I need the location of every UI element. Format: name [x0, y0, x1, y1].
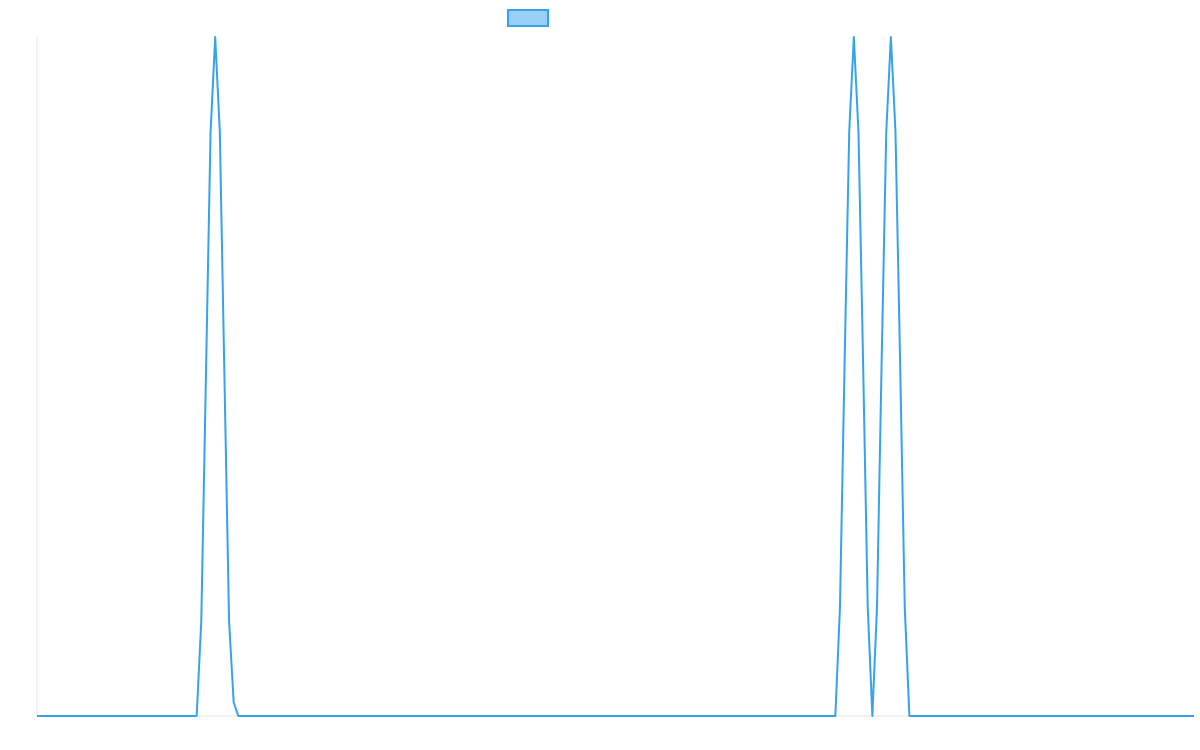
legend-swatch[interactable]	[507, 9, 549, 27]
legend[interactable]	[507, 9, 549, 27]
series-line	[37, 36, 1194, 717]
